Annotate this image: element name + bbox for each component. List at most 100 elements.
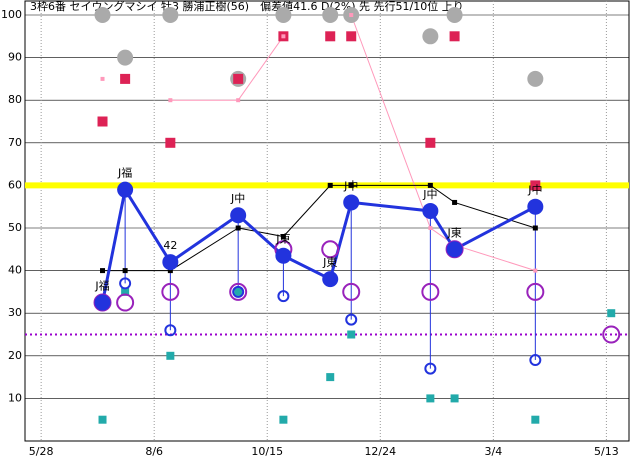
point xyxy=(531,415,540,424)
point xyxy=(345,313,358,326)
point xyxy=(235,225,241,231)
point xyxy=(100,76,105,81)
point xyxy=(279,415,288,424)
y-tick-label: 100 xyxy=(1,8,22,21)
point xyxy=(122,268,128,274)
y-tick-label: 20 xyxy=(8,349,22,362)
point-label: J中 xyxy=(422,188,437,201)
point-label: J福 xyxy=(117,166,132,180)
point xyxy=(100,268,106,274)
point xyxy=(532,225,538,231)
point xyxy=(229,282,248,301)
x-tick-label: 8/6 xyxy=(145,445,163,458)
point-label: 42 xyxy=(163,239,177,252)
point xyxy=(275,247,292,264)
y-tick-label: 50 xyxy=(8,221,22,234)
point xyxy=(117,49,134,66)
point xyxy=(526,282,545,301)
point xyxy=(326,373,335,382)
point xyxy=(422,28,439,45)
point xyxy=(424,362,437,375)
x-tick-label: 10/15 xyxy=(251,445,283,458)
point xyxy=(168,98,173,103)
point xyxy=(529,354,542,367)
point xyxy=(117,181,134,198)
point xyxy=(346,31,357,42)
point xyxy=(166,351,175,360)
x-tick-label: 5/28 xyxy=(29,445,54,458)
y-tick-label: 10 xyxy=(8,391,22,404)
point xyxy=(94,294,111,311)
point xyxy=(421,282,440,301)
point xyxy=(428,226,433,230)
point xyxy=(422,202,439,219)
point xyxy=(162,254,179,271)
point xyxy=(120,73,131,84)
point xyxy=(161,282,180,301)
point xyxy=(527,198,544,215)
point xyxy=(280,234,286,240)
point xyxy=(426,394,435,403)
chart-title: 3枠6番 セイウングマシイ 牡3 勝浦正樹(56) 偏差値41.6 D(2%) … xyxy=(30,0,464,13)
point xyxy=(349,13,354,17)
point xyxy=(322,7,339,23)
series-line xyxy=(102,184,536,272)
point xyxy=(342,282,361,301)
x-tick-label: 12/24 xyxy=(364,445,396,458)
point xyxy=(230,207,247,224)
point xyxy=(116,293,135,312)
point xyxy=(97,116,108,127)
point xyxy=(602,325,621,344)
y-tick-label: 80 xyxy=(8,93,22,106)
point xyxy=(321,240,340,259)
point xyxy=(275,7,292,23)
point-label: J中 xyxy=(527,184,542,197)
point xyxy=(233,73,244,84)
point xyxy=(449,31,460,42)
point xyxy=(446,241,463,258)
point xyxy=(119,277,132,290)
y-tick-label: 40 xyxy=(8,264,22,277)
point xyxy=(234,287,243,296)
point xyxy=(446,7,463,23)
point xyxy=(327,182,333,188)
point-label: J東 xyxy=(322,256,337,269)
point xyxy=(165,137,176,148)
point xyxy=(347,330,356,339)
point xyxy=(162,7,179,23)
point xyxy=(167,268,173,274)
y-tick-label: 60 xyxy=(8,178,22,191)
point xyxy=(343,194,360,211)
point xyxy=(348,182,354,188)
x-tick-label: 5/13 xyxy=(594,445,619,458)
point xyxy=(164,324,177,337)
point xyxy=(232,285,245,298)
point xyxy=(607,309,616,318)
point xyxy=(450,394,459,403)
point xyxy=(281,34,286,39)
point-label: J福 xyxy=(94,279,109,293)
point xyxy=(325,31,336,42)
point xyxy=(94,7,111,23)
y-tick-label: 30 xyxy=(8,306,22,319)
point xyxy=(530,180,541,191)
point xyxy=(427,182,433,188)
y-tick-label: 70 xyxy=(8,136,22,149)
point xyxy=(527,70,544,87)
point-label: J中 xyxy=(230,192,245,205)
series-line xyxy=(101,185,537,303)
point xyxy=(98,415,107,424)
point xyxy=(533,268,538,273)
point xyxy=(121,287,130,296)
point-label: J東 xyxy=(275,233,290,246)
point xyxy=(322,271,339,288)
y-tick-label: 90 xyxy=(8,51,22,64)
point xyxy=(425,137,436,148)
x-tick-label: 3/4 xyxy=(484,445,502,458)
point-label: J東 xyxy=(446,226,461,239)
point xyxy=(236,98,241,103)
point-label: J中 xyxy=(343,179,358,192)
point xyxy=(277,290,290,303)
point xyxy=(452,199,458,205)
